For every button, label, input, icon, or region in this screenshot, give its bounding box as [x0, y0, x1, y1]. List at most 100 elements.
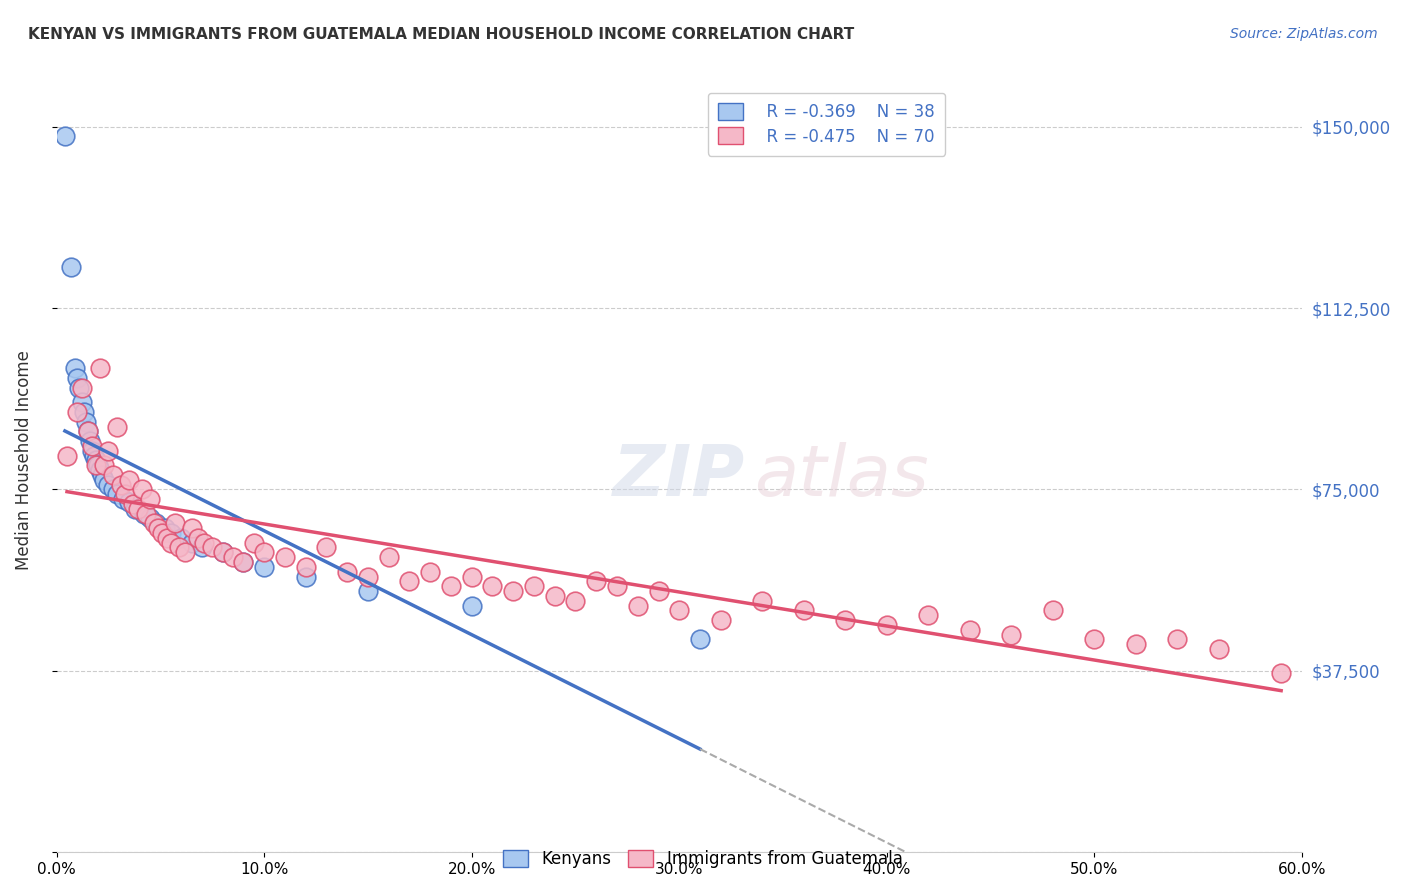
Point — [145, 516, 167, 531]
Point — [139, 492, 162, 507]
Point — [148, 521, 170, 535]
Point — [232, 555, 254, 569]
Point — [124, 501, 146, 516]
Point — [419, 565, 441, 579]
Point — [93, 473, 115, 487]
Point — [87, 458, 110, 473]
Point — [1270, 666, 1292, 681]
Point — [793, 603, 815, 617]
Point — [84, 458, 107, 473]
Point — [89, 463, 111, 477]
Point — [66, 405, 89, 419]
Point — [139, 511, 162, 525]
Point — [253, 559, 276, 574]
Point — [122, 497, 145, 511]
Point — [917, 608, 939, 623]
Point — [101, 467, 124, 482]
Legend:   R = -0.369    N = 38,   R = -0.475    N = 70: R = -0.369 N = 38, R = -0.475 N = 70 — [707, 93, 945, 155]
Point — [1000, 627, 1022, 641]
Point — [180, 521, 202, 535]
Point — [1166, 632, 1188, 647]
Point — [89, 361, 111, 376]
Legend: Kenyans, Immigrants from Guatemala: Kenyans, Immigrants from Guatemala — [496, 843, 910, 875]
Point — [118, 494, 141, 508]
Point — [80, 443, 103, 458]
Point — [112, 492, 135, 507]
Point — [585, 574, 607, 589]
Point — [232, 555, 254, 569]
Point — [211, 545, 233, 559]
Point — [66, 371, 89, 385]
Point — [60, 260, 83, 274]
Point — [647, 584, 669, 599]
Point — [1042, 603, 1064, 617]
Text: KENYAN VS IMMIGRANTS FROM GUATEMALA MEDIAN HOUSEHOLD INCOME CORRELATION CHART: KENYAN VS IMMIGRANTS FROM GUATEMALA MEDI… — [28, 27, 855, 42]
Point — [187, 531, 209, 545]
Point — [70, 381, 93, 395]
Point — [523, 579, 546, 593]
Point — [132, 507, 155, 521]
Point — [398, 574, 420, 589]
Point — [751, 593, 773, 607]
Point — [336, 565, 359, 579]
Point — [606, 579, 628, 593]
Point — [689, 632, 711, 647]
Point — [163, 516, 186, 531]
Point — [315, 541, 337, 555]
Point — [110, 477, 132, 491]
Point — [170, 531, 193, 545]
Point — [131, 483, 153, 497]
Point — [377, 550, 399, 565]
Point — [201, 541, 224, 555]
Point — [274, 550, 297, 565]
Point — [159, 525, 181, 540]
Point — [69, 381, 91, 395]
Point — [156, 531, 179, 545]
Point — [440, 579, 463, 593]
Point — [357, 569, 380, 583]
Text: atlas: atlas — [754, 442, 928, 510]
Point — [105, 487, 128, 501]
Point — [211, 545, 233, 559]
Point — [114, 487, 136, 501]
Text: Source: ZipAtlas.com: Source: ZipAtlas.com — [1230, 27, 1378, 41]
Point — [80, 439, 103, 453]
Point — [180, 535, 202, 549]
Point — [481, 579, 503, 593]
Point — [118, 473, 141, 487]
Point — [876, 618, 898, 632]
Point — [191, 541, 214, 555]
Point — [53, 129, 76, 144]
Point — [627, 599, 650, 613]
Point — [502, 584, 524, 599]
Y-axis label: Median Household Income: Median Household Income — [15, 351, 32, 570]
Point — [97, 477, 120, 491]
Point — [1083, 632, 1105, 647]
Point — [564, 593, 586, 607]
Point — [97, 443, 120, 458]
Point — [76, 425, 98, 439]
Point — [710, 613, 733, 627]
Point — [56, 449, 79, 463]
Point — [193, 535, 215, 549]
Point — [834, 613, 856, 627]
Point — [83, 449, 105, 463]
Point — [959, 623, 981, 637]
Point — [91, 467, 114, 482]
Point — [93, 458, 115, 473]
Point — [84, 453, 107, 467]
Point — [79, 434, 101, 448]
Point — [135, 507, 157, 521]
Text: ZIP: ZIP — [613, 442, 745, 510]
Point — [152, 525, 174, 540]
Point — [460, 599, 482, 613]
Point — [544, 589, 567, 603]
Point — [222, 550, 245, 565]
Point — [253, 545, 276, 559]
Point — [1208, 642, 1230, 657]
Point — [105, 419, 128, 434]
Point — [668, 603, 690, 617]
Point — [72, 405, 94, 419]
Point — [294, 559, 316, 574]
Point — [153, 521, 176, 535]
